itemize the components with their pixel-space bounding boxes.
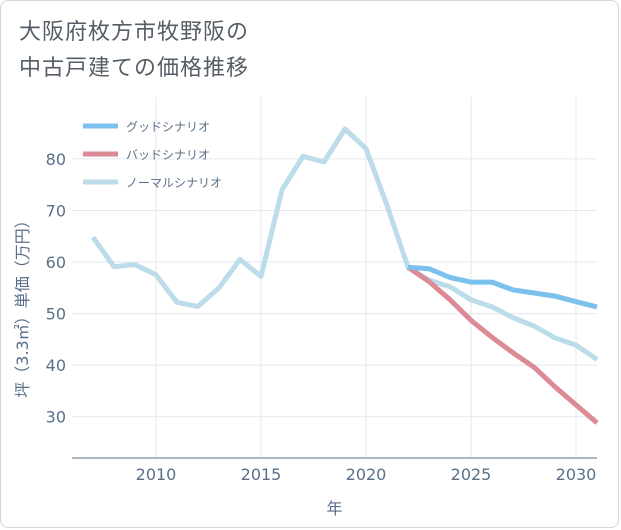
x-tick-label: 2015 bbox=[241, 465, 282, 484]
chart-title-line1: 大阪府枚方市牧野阪の bbox=[19, 20, 250, 45]
x-tick-label: 2010 bbox=[136, 465, 177, 484]
y-tick-label: 70 bbox=[46, 201, 66, 220]
y-tick-label: 50 bbox=[46, 305, 66, 324]
y-tick-label: 60 bbox=[46, 253, 66, 272]
y-tick-label: 80 bbox=[46, 150, 66, 169]
y-axis-label: 坪（3.3㎡）単価（万円） bbox=[13, 212, 32, 397]
series-line-2[interactable] bbox=[90, 126, 599, 362]
chart-title: 大阪府枚方市牧野阪の 中古戸建ての価格推移 bbox=[19, 15, 249, 87]
y-tick-label: 40 bbox=[46, 356, 66, 375]
legend-label-0: グッドシナリオ bbox=[126, 120, 210, 134]
series-line-1[interactable] bbox=[406, 265, 599, 425]
x-tick-label: 2025 bbox=[451, 465, 492, 484]
chart-title-line2: 中古戸建ての価格推移 bbox=[19, 56, 250, 81]
legend-label-2: ノーマルシナリオ bbox=[126, 176, 222, 190]
series-line-0[interactable] bbox=[407, 264, 598, 310]
series-lines[interactable] bbox=[90, 126, 600, 426]
legend-label-1: バッドシナリオ bbox=[126, 148, 210, 162]
y-tick-label: 30 bbox=[46, 408, 66, 427]
axis-ticks: 2010 2015 2020 2025 2030 30 40 50 60 70 80 bbox=[46, 150, 597, 484]
x-tick-label: 2020 bbox=[346, 465, 387, 484]
x-tick-label: 2030 bbox=[556, 465, 597, 484]
x-axis-label: 年 bbox=[326, 499, 342, 518]
